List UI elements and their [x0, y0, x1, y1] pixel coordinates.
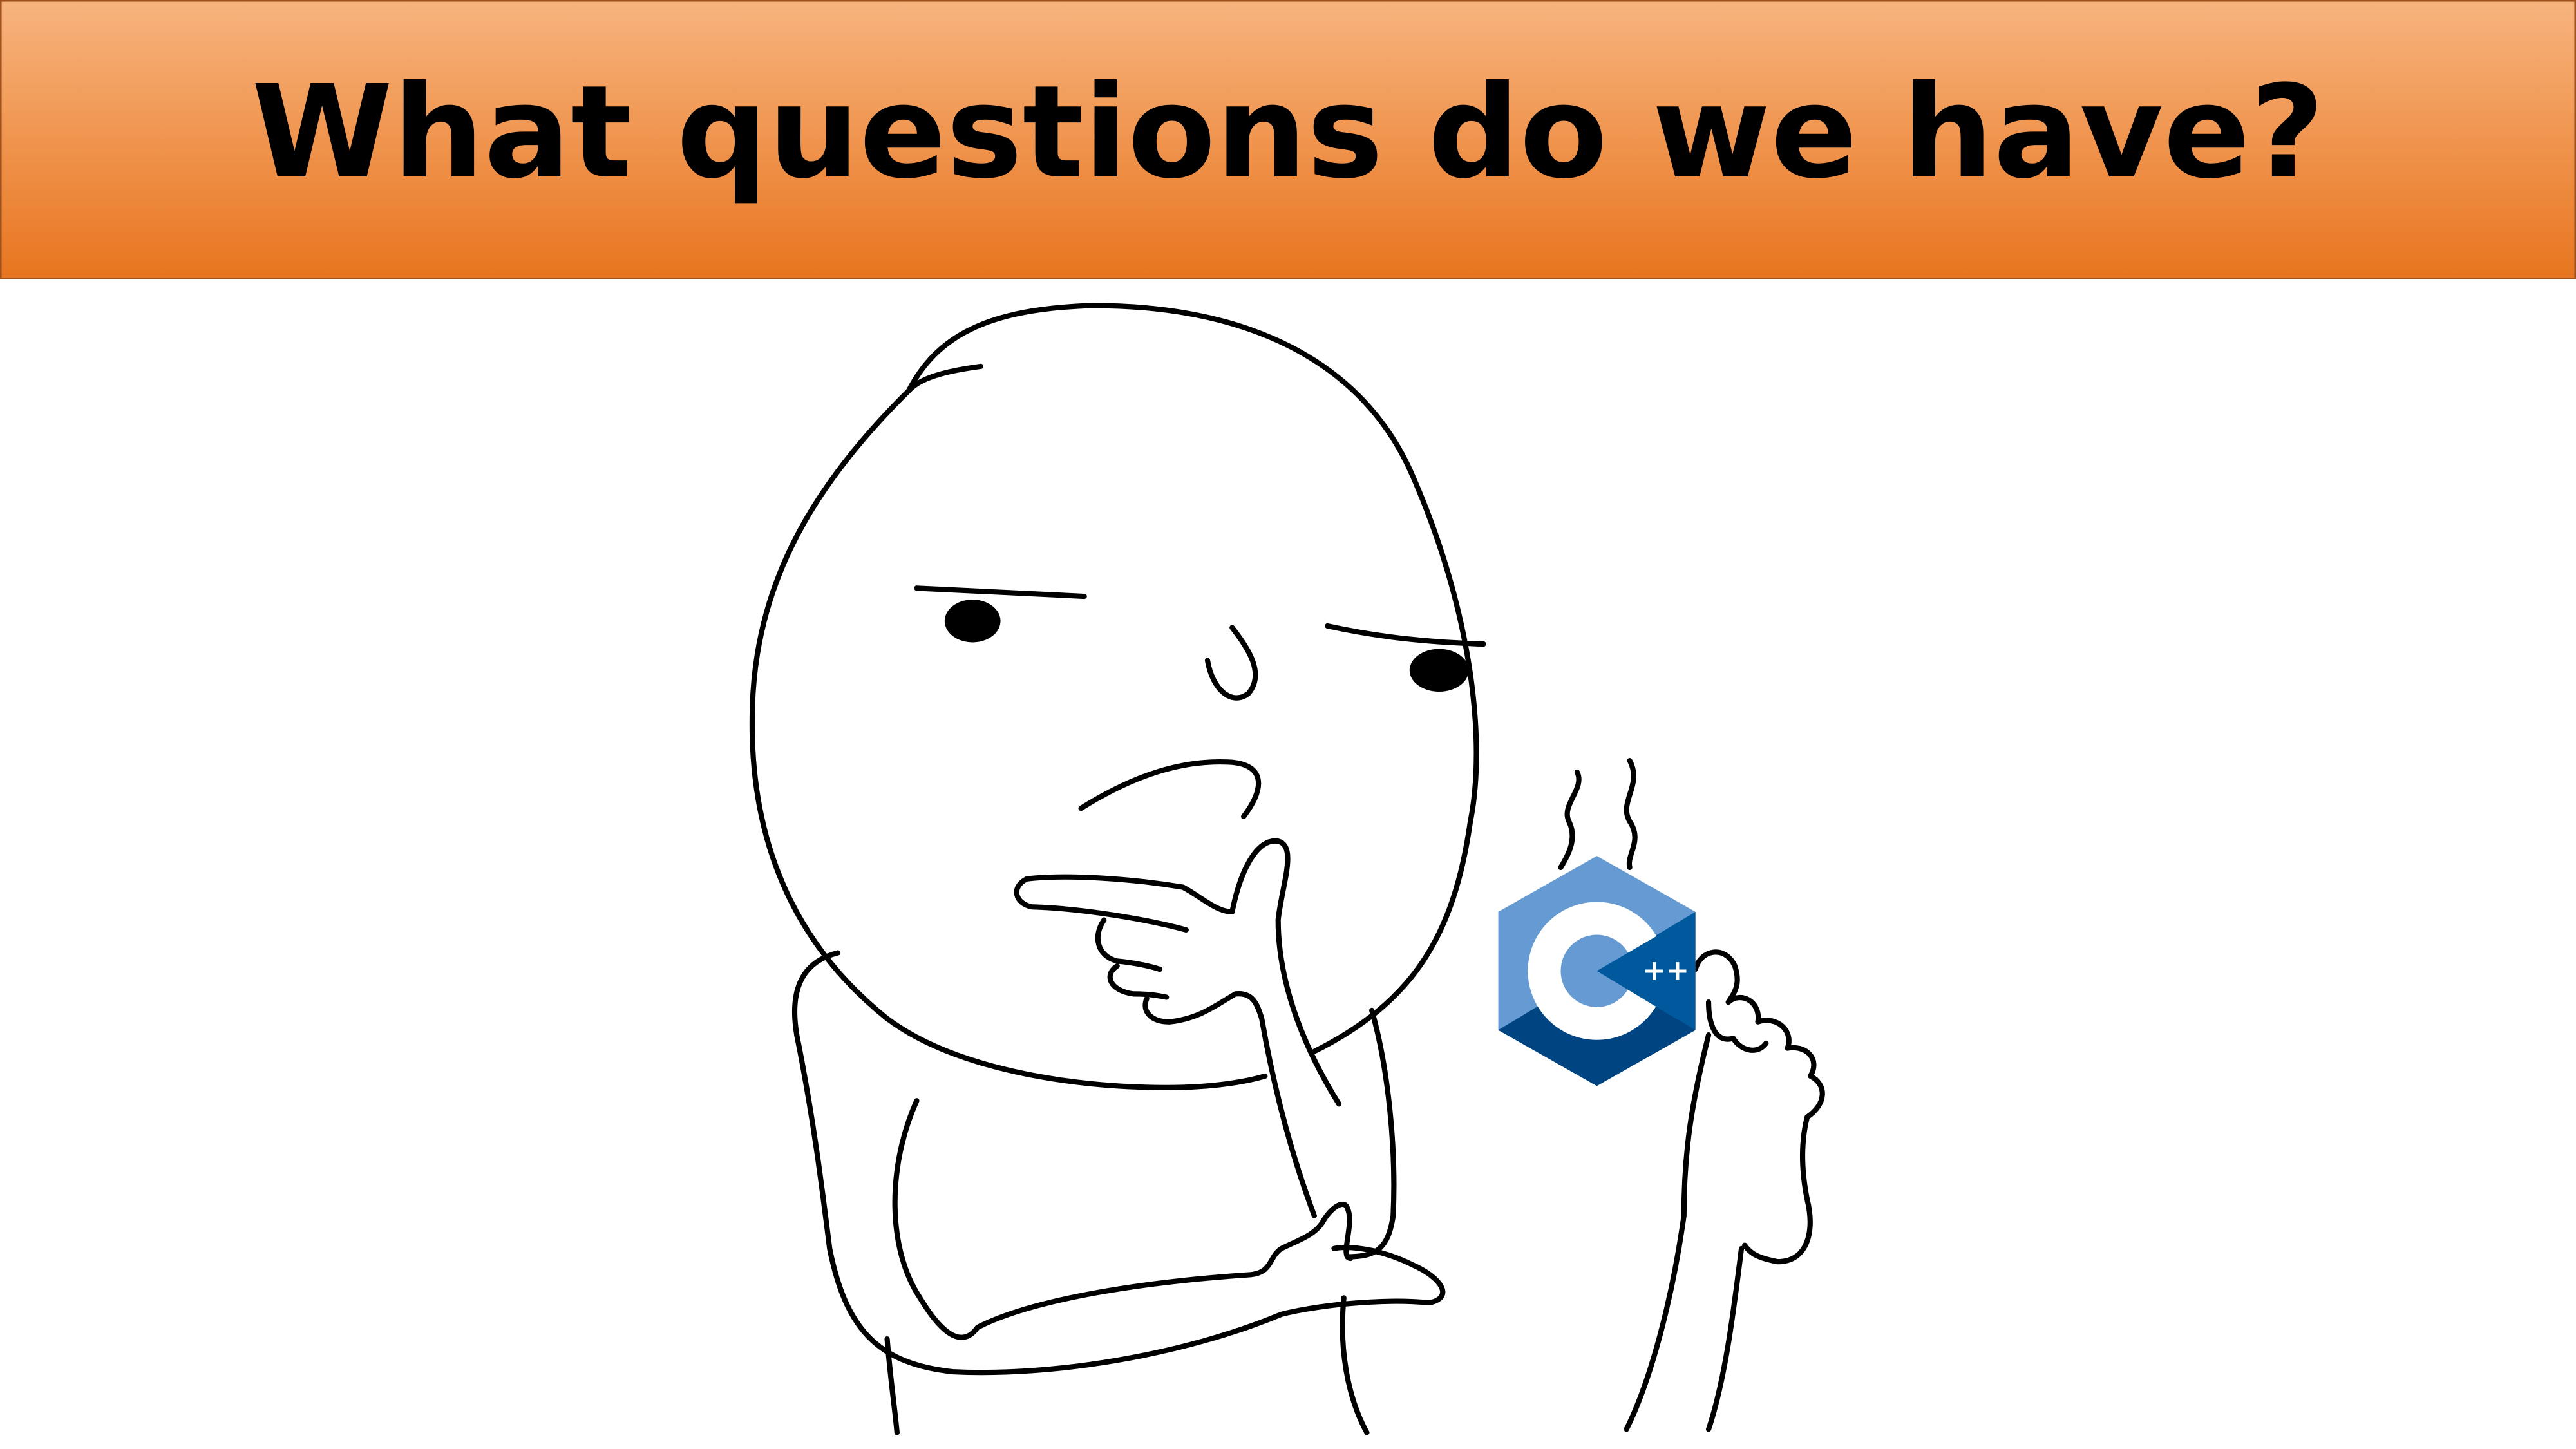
cpp-logo: ++ [1498, 856, 1696, 1086]
slide-title: What questions do we have? [252, 57, 2325, 207]
thinking-figure [749, 303, 1825, 1435]
header-band [0, 0, 2576, 279]
logo-text: ++ [1642, 955, 1689, 987]
